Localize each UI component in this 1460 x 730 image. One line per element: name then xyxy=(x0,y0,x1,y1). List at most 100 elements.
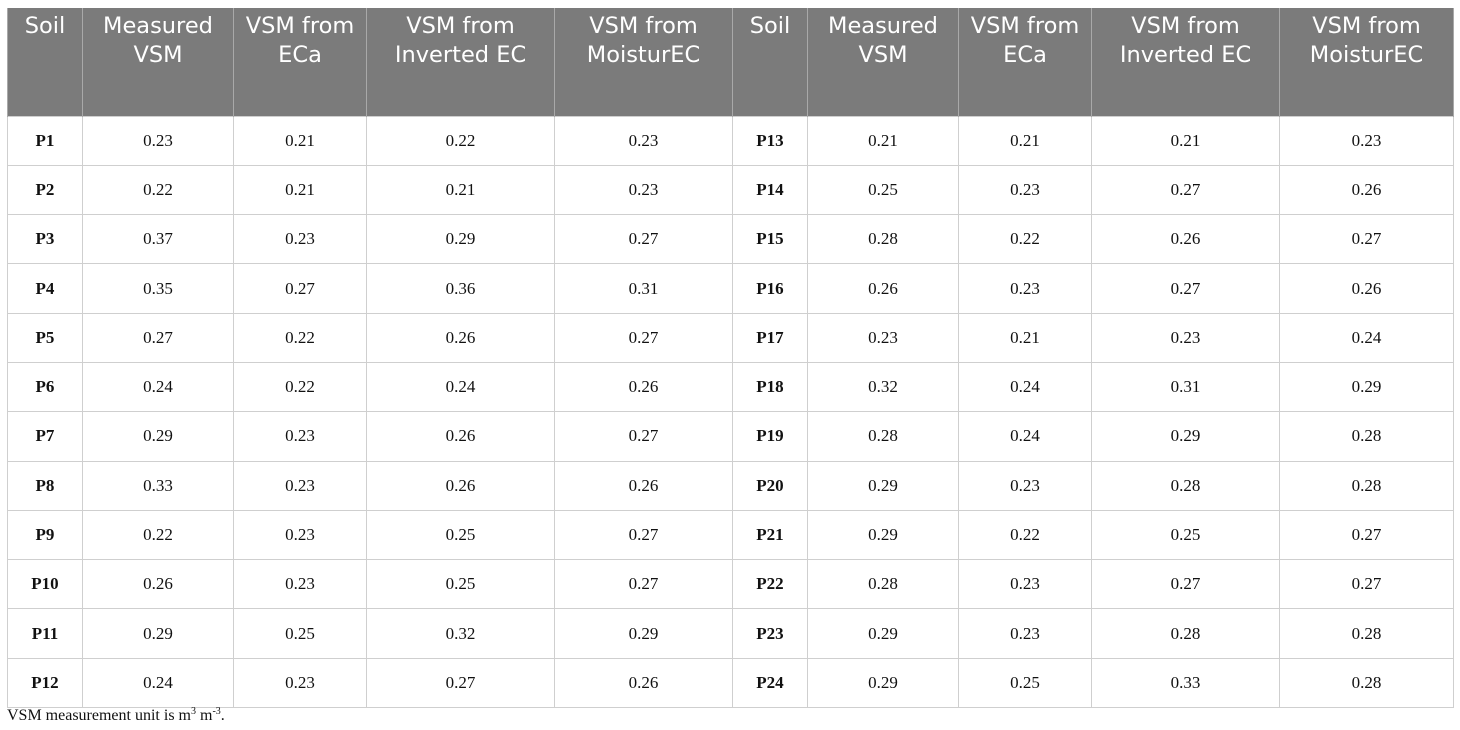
header-cell-measured-vsm: Measured VSM xyxy=(82,8,234,116)
value-cell: 0.29 xyxy=(554,608,733,659)
soil-id-cell: P24 xyxy=(732,657,808,709)
value-cell: 0.24 xyxy=(958,361,1092,413)
header-cell-vsm-from-moisturec: VSM from MoisturEC xyxy=(554,8,733,116)
header-cell-vsm-from-eca: VSM from ECa xyxy=(958,8,1092,116)
table-footnote: VSM measurement unit is m3 m-3. xyxy=(7,707,225,725)
header-cell-soil: Soil xyxy=(7,8,83,116)
value-cell: 0.23 xyxy=(554,115,733,166)
value-cell: 0.32 xyxy=(366,608,555,659)
soil-id-cell: P10 xyxy=(7,559,83,610)
value-cell: 0.28 xyxy=(807,559,959,610)
value-cell: 0.26 xyxy=(366,312,555,363)
value-cell: 0.23 xyxy=(1091,312,1280,363)
value-cell: 0.23 xyxy=(233,214,367,265)
value-cell: 0.22 xyxy=(366,115,555,166)
value-cell: 0.27 xyxy=(1091,263,1280,314)
value-cell: 0.23 xyxy=(958,263,1092,314)
value-cell: 0.21 xyxy=(807,115,959,166)
value-cell: 0.23 xyxy=(807,312,959,363)
value-cell: 0.23 xyxy=(958,460,1092,511)
soil-id-cell: P18 xyxy=(732,361,808,413)
footnote-text: VSM measurement unit is m xyxy=(7,707,191,724)
value-cell: 0.24 xyxy=(82,657,234,709)
value-cell: 0.27 xyxy=(1279,509,1454,561)
value-cell: 0.35 xyxy=(82,263,234,314)
header-cell-soil: Soil xyxy=(732,8,808,116)
soil-id-cell: P12 xyxy=(7,657,83,709)
value-cell: 0.28 xyxy=(1279,608,1454,659)
soil-id-cell: P2 xyxy=(7,164,83,216)
header-cell-measured-vsm: Measured VSM xyxy=(807,8,959,116)
value-cell: 0.29 xyxy=(366,214,555,265)
value-cell: 0.29 xyxy=(807,608,959,659)
value-cell: 0.28 xyxy=(1279,411,1454,462)
soil-id-cell: P6 xyxy=(7,361,83,413)
table-row: P7 0.29 0.23 0.26 0.27 P19 0.28 0.24 0.29 0.28 xyxy=(7,411,1454,462)
value-cell: 0.28 xyxy=(807,214,959,265)
table-header: Soil Measured VSM VSM from ECa VSM from … xyxy=(7,8,1454,116)
header-cell-vsm-from-moisturec: VSM from MoisturEC xyxy=(1279,8,1454,116)
value-cell: 0.23 xyxy=(1279,115,1454,166)
value-cell: 0.28 xyxy=(807,411,959,462)
value-cell: 0.23 xyxy=(82,115,234,166)
value-cell: 0.24 xyxy=(1279,312,1454,363)
header-cell-vsm-from-inverted-ec: VSM from Inverted EC xyxy=(366,8,555,116)
value-cell: 0.26 xyxy=(807,263,959,314)
value-cell: 0.27 xyxy=(554,214,733,265)
value-cell: 0.24 xyxy=(82,361,234,413)
header-cell-vsm-from-inverted-ec: VSM from Inverted EC xyxy=(1091,8,1280,116)
value-cell: 0.26 xyxy=(1279,263,1454,314)
value-cell: 0.27 xyxy=(366,657,555,709)
value-cell: 0.27 xyxy=(1091,164,1280,216)
value-cell: 0.26 xyxy=(554,657,733,709)
value-cell: 0.22 xyxy=(958,509,1092,561)
value-cell: 0.29 xyxy=(807,509,959,561)
value-cell: 0.26 xyxy=(1279,164,1454,216)
footnote-text: . xyxy=(220,707,225,724)
value-cell: 0.23 xyxy=(233,460,367,511)
value-cell: 0.21 xyxy=(366,164,555,216)
soil-id-cell: P19 xyxy=(732,411,808,462)
soil-id-cell: P4 xyxy=(7,263,83,314)
value-cell: 0.21 xyxy=(958,115,1092,166)
value-cell: 0.29 xyxy=(1091,411,1280,462)
value-cell: 0.29 xyxy=(1279,361,1454,413)
value-cell: 0.27 xyxy=(554,312,733,363)
table-row: P6 0.24 0.22 0.24 0.26 P18 0.32 0.24 0.31 0.29 xyxy=(7,361,1454,413)
value-cell: 0.26 xyxy=(554,361,733,413)
vsm-comparison-table: Soil Measured VSM VSM from ECa VSM from … xyxy=(7,8,1454,709)
value-cell: 0.29 xyxy=(807,657,959,709)
value-cell: 0.27 xyxy=(554,411,733,462)
value-cell: 0.24 xyxy=(366,361,555,413)
table-row: P5 0.27 0.22 0.26 0.27 P17 0.23 0.21 0.23 0.24 xyxy=(7,312,1454,363)
value-cell: 0.25 xyxy=(366,509,555,561)
soil-id-cell: P20 xyxy=(732,460,808,511)
soil-id-cell: P15 xyxy=(732,214,808,265)
table-row: P12 0.24 0.23 0.27 0.26 P24 0.29 0.25 0.33 0.28 xyxy=(7,657,1454,709)
value-cell: 0.26 xyxy=(554,460,733,511)
value-cell: 0.21 xyxy=(958,312,1092,363)
footnote-superscript: 3 xyxy=(190,706,196,717)
table-container: Soil Measured VSM VSM from ECa VSM from … xyxy=(7,8,1454,709)
value-cell: 0.23 xyxy=(958,559,1092,610)
value-cell: 0.23 xyxy=(233,559,367,610)
soil-id-cell: P11 xyxy=(7,608,83,659)
soil-id-cell: P13 xyxy=(732,115,808,166)
value-cell: 0.27 xyxy=(82,312,234,363)
soil-id-cell: P3 xyxy=(7,214,83,265)
value-cell: 0.25 xyxy=(1091,509,1280,561)
value-cell: 0.26 xyxy=(366,411,555,462)
table-row: P11 0.29 0.25 0.32 0.29 P23 0.29 0.23 0.28 0.28 xyxy=(7,608,1454,659)
table-row: P8 0.33 0.23 0.26 0.26 P20 0.29 0.23 0.28 0.28 xyxy=(7,460,1454,511)
value-cell: 0.26 xyxy=(366,460,555,511)
value-cell: 0.25 xyxy=(807,164,959,216)
table-row: P4 0.35 0.27 0.36 0.31 P16 0.26 0.23 0.27 0.26 xyxy=(7,263,1454,314)
value-cell: 0.23 xyxy=(233,657,367,709)
footnote-superscript: -3 xyxy=(212,706,221,717)
soil-id-cell: P22 xyxy=(732,559,808,610)
value-cell: 0.27 xyxy=(1279,559,1454,610)
value-cell: 0.21 xyxy=(233,164,367,216)
value-cell: 0.22 xyxy=(233,312,367,363)
value-cell: 0.23 xyxy=(233,509,367,561)
soil-id-cell: P16 xyxy=(732,263,808,314)
